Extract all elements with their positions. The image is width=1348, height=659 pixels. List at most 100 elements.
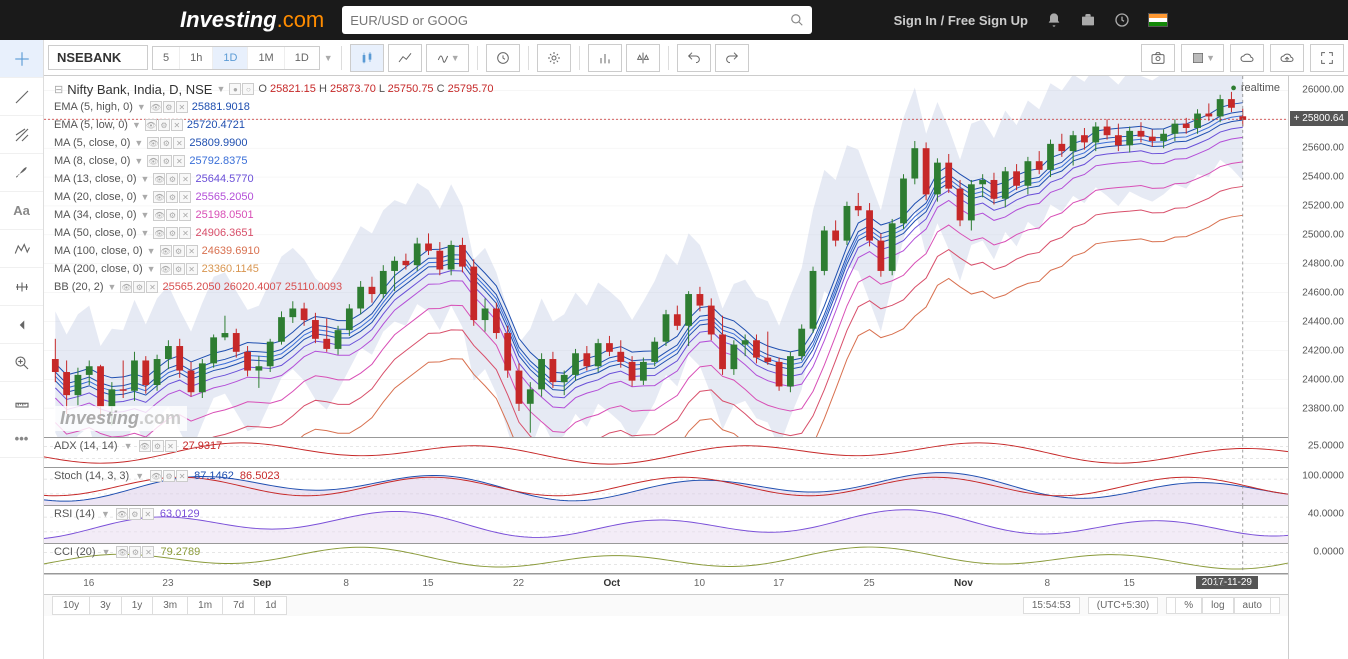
- y-tick-label: 25200.00: [1302, 201, 1344, 212]
- indicator-controls[interactable]: 👁⚙✕: [153, 209, 191, 221]
- logo[interactable]: Investing.com: [180, 7, 324, 33]
- range-3m[interactable]: 3m: [152, 596, 188, 615]
- crosshair-tool[interactable]: [0, 40, 43, 78]
- header-right: Sign In / Free Sign Up: [894, 12, 1168, 28]
- chart-topbar: NSEBANK 51h1D1M1D ▼ ▼ ▼: [44, 40, 1348, 76]
- indicator-controls[interactable]: 👁⚙✕: [147, 155, 185, 167]
- undo-button[interactable]: [677, 44, 711, 72]
- compare-button[interactable]: [388, 44, 422, 72]
- search-box[interactable]: [342, 6, 812, 34]
- indicator-controls[interactable]: 👁⚙✕: [153, 173, 191, 185]
- indicators-button[interactable]: ▼: [426, 44, 469, 72]
- x-tick-label: 8: [1045, 578, 1051, 589]
- indicator-controls[interactable]: 👁⚙✕: [150, 101, 188, 113]
- redo-button[interactable]: [715, 44, 749, 72]
- timeframe-1h[interactable]: 1h: [180, 47, 213, 69]
- price-axis[interactable]: 23800.0024000.0024200.0024400.0024600.00…: [1288, 76, 1348, 659]
- current-price-label: + 25800.64: [1290, 111, 1348, 126]
- indicator-controls[interactable]: 👁⚙✕: [153, 191, 191, 203]
- y-tick-label: 24600.00: [1302, 288, 1344, 299]
- x-tick-label: 8: [343, 578, 349, 589]
- x-tick-label: Nov: [954, 578, 973, 589]
- clock-icon[interactable]: [1114, 12, 1130, 28]
- alert-button[interactable]: [486, 44, 520, 72]
- trendline-tool[interactable]: [0, 78, 43, 116]
- zoom-tool[interactable]: [0, 344, 43, 382]
- y-tick-label: 24000.00: [1302, 375, 1344, 386]
- x-tick-label: Sep: [253, 578, 271, 589]
- indicator-controls[interactable]: 👁⚙✕: [160, 263, 198, 275]
- time-axis[interactable]: 2017-11-29 1623Sep81522Oct101725Nov81522: [44, 574, 1288, 594]
- indicator-controls[interactable]: 👁⚙✕: [160, 245, 198, 257]
- indicator-pane-cci[interactable]: CCI (20)▼ 👁⚙✕ 79.2789: [44, 544, 1288, 574]
- measure-tool[interactable]: [0, 382, 43, 420]
- range-1d[interactable]: 1d: [254, 596, 287, 615]
- indicator-legend: Stoch (14, 3, 3)▼ 👁⚙✕ 87.1462 86.5023: [54, 470, 280, 482]
- indicator-y-label: 25.0000: [1308, 441, 1344, 452]
- toggle-%[interactable]: %: [1175, 597, 1202, 614]
- main-area: Aa ••• NSEBANK 51h1D1M1D ▼ ▼: [0, 40, 1348, 659]
- portfolio-icon[interactable]: [1080, 12, 1096, 28]
- chart-panes: ⊟ Nifty Bank, India, D, NSE ▼ ●○ O 25821…: [44, 76, 1288, 659]
- indicator-controls[interactable]: 👁⚙✕: [153, 227, 191, 239]
- watermark: Investing.com: [54, 406, 187, 431]
- symbol-input[interactable]: NSEBANK: [48, 45, 148, 70]
- position-tool[interactable]: [0, 268, 43, 306]
- range-1m[interactable]: 1m: [187, 596, 223, 615]
- cloud-load-button[interactable]: [1270, 44, 1304, 72]
- toggle-log[interactable]: log: [1202, 597, 1233, 614]
- back-tool[interactable]: [0, 306, 43, 344]
- range-7d[interactable]: 7d: [222, 596, 255, 615]
- indicator-pane-adx[interactable]: ADX (14, 14)▼ 👁⚙✕ 27.9317: [44, 438, 1288, 468]
- indicator-legend-row: MA (50, close, 0)▼ 👁⚙✕ 24906.3651: [54, 224, 494, 242]
- indicator-legend: ADX (14, 14)▼ 👁⚙✕ 27.9317: [54, 440, 222, 452]
- indicator-controls[interactable]: 👁⚙✕: [147, 137, 185, 149]
- signin-link[interactable]: Sign In / Free Sign Up: [894, 13, 1028, 28]
- timezone[interactable]: (UTC+5:30): [1088, 597, 1159, 614]
- toggle-auto[interactable]: auto: [1234, 597, 1271, 614]
- range-10y[interactable]: 10y: [52, 596, 90, 615]
- timeframe-5[interactable]: 5: [153, 47, 180, 69]
- drawing-tools-sidebar: Aa •••: [0, 40, 44, 659]
- clock-time: 15:54:53: [1023, 597, 1080, 614]
- price-pane[interactable]: ⊟ Nifty Bank, India, D, NSE ▼ ●○ O 25821…: [44, 76, 1288, 438]
- indicator-y-label: 40.0000: [1308, 509, 1344, 520]
- text-tool[interactable]: Aa: [0, 192, 43, 230]
- logo-text: Investing: [180, 7, 277, 32]
- pattern-tool[interactable]: [0, 230, 43, 268]
- x-tick-label: 15: [1124, 578, 1135, 589]
- country-flag-icon[interactable]: [1148, 13, 1168, 27]
- fullscreen-button[interactable]: [1310, 44, 1344, 72]
- indicator-controls[interactable]: 👁⚙✕: [120, 281, 158, 293]
- x-tick-label: 17: [773, 578, 784, 589]
- search-input[interactable]: [350, 13, 790, 28]
- indicator-pane-stoch[interactable]: Stoch (14, 3, 3)▼ 👁⚙✕ 87.1462 86.5023: [44, 468, 1288, 506]
- indicator-pane-rsi[interactable]: RSI (14)▼ 👁⚙✕ 63.0129: [44, 506, 1288, 544]
- scales-button[interactable]: [626, 44, 660, 72]
- timeframe-1M[interactable]: 1M: [248, 47, 284, 69]
- snapshot-button[interactable]: [1141, 44, 1175, 72]
- timeframe-1D[interactable]: 1D: [285, 47, 319, 69]
- range-3y[interactable]: 3y: [89, 596, 122, 615]
- brush-tool[interactable]: [0, 154, 43, 192]
- stats-button[interactable]: [588, 44, 622, 72]
- candlestick-style-button[interactable]: [350, 44, 384, 72]
- indicator-legend-row: MA (100, close, 0)▼ 👁⚙✕ 24639.6910: [54, 242, 494, 260]
- x-tick-label: 23: [162, 578, 173, 589]
- bell-icon[interactable]: [1046, 12, 1062, 28]
- indicator-legend-row: EMA (5, high, 0)▼ 👁⚙✕ 25881.9018: [54, 98, 494, 116]
- timeframe-1D[interactable]: 1D: [213, 47, 248, 69]
- indicator-legend-row: MA (13, close, 0)▼ 👁⚙✕ 25644.5770: [54, 170, 494, 188]
- ohlc-values: O 25821.15 H 25873.70 L 25750.75 C 25795…: [258, 83, 493, 95]
- cloud-save-button[interactable]: [1230, 44, 1264, 72]
- range-1y[interactable]: 1y: [121, 596, 154, 615]
- legend-controls[interactable]: ●○: [229, 83, 254, 95]
- pitchfork-tool[interactable]: [0, 116, 43, 154]
- y-tick-label: 24200.00: [1302, 346, 1344, 357]
- cursor-date-badge: 2017-11-29: [1196, 576, 1258, 589]
- more-tool[interactable]: •••: [0, 420, 43, 458]
- layout-button[interactable]: ▼: [1181, 44, 1224, 72]
- settings-button[interactable]: [537, 44, 571, 72]
- indicator-controls[interactable]: 👁⚙✕: [145, 119, 183, 131]
- realtime-badge: realtime: [1230, 82, 1280, 94]
